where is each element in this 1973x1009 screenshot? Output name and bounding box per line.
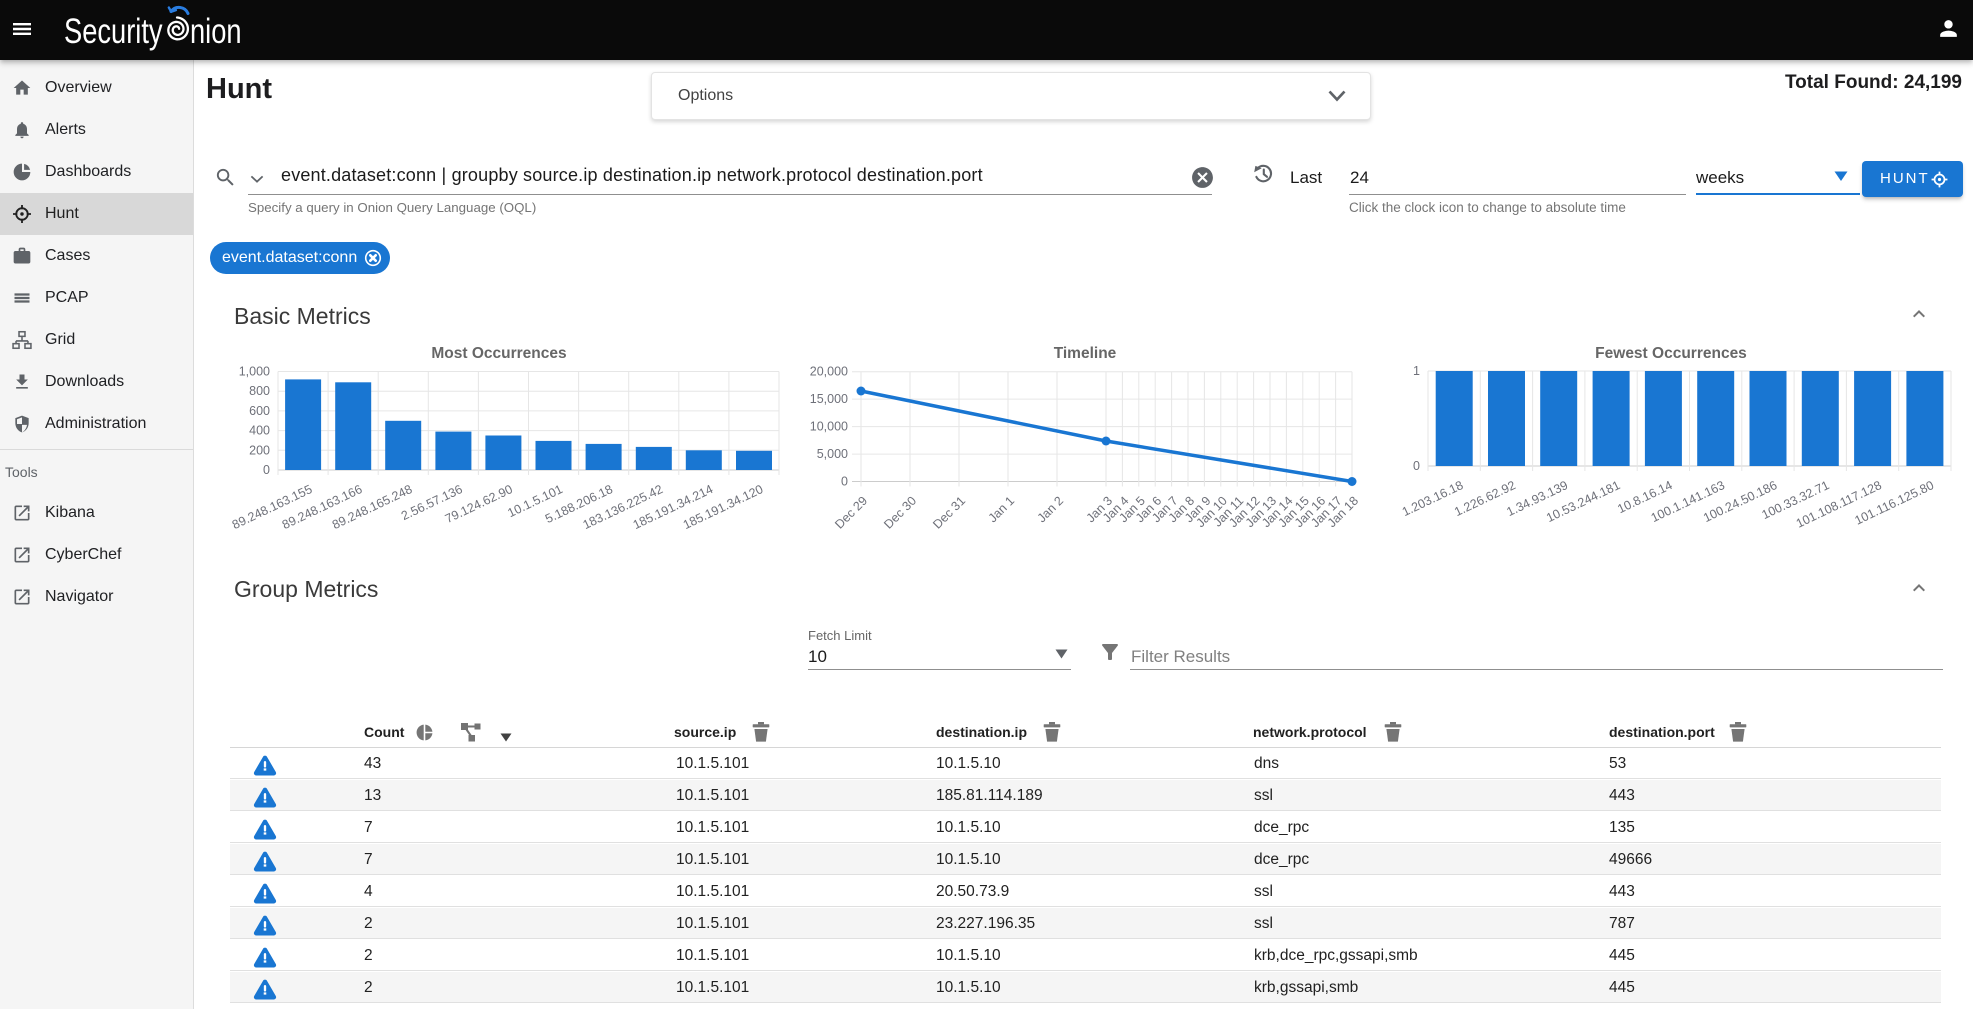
svg-text:Timeline: Timeline [1054, 345, 1117, 362]
svg-text:15,000: 15,000 [810, 392, 848, 406]
svg-text:200: 200 [249, 443, 270, 457]
svg-text:1,000: 1,000 [239, 365, 270, 379]
svg-text:600: 600 [249, 404, 270, 418]
svg-text:Jan 1: Jan 1 [986, 494, 1018, 526]
svg-text:0: 0 [1413, 459, 1420, 473]
svg-text:1: 1 [1413, 364, 1420, 378]
svg-text:nion: nion [190, 12, 242, 51]
svg-text:Dec 31: Dec 31 [930, 494, 968, 532]
svg-text:5,000: 5,000 [817, 447, 848, 461]
svg-text:89.248.163.155: 89.248.163.155 [230, 482, 314, 532]
svg-text:400: 400 [249, 424, 270, 438]
svg-text:Dec 29: Dec 29 [832, 494, 870, 532]
svg-text:Most Occurrences: Most Occurrences [431, 345, 566, 362]
svg-text:10,000: 10,000 [810, 420, 848, 434]
svg-text:Fewest Occurrences: Fewest Occurrences [1595, 345, 1747, 362]
svg-text:0: 0 [263, 463, 270, 477]
svg-text:Security: Security [64, 12, 163, 51]
svg-text:0: 0 [841, 475, 848, 489]
svg-text:Dec 30: Dec 30 [881, 494, 919, 532]
svg-text:20,000: 20,000 [810, 365, 848, 379]
svg-text:Jan 2: Jan 2 [1035, 494, 1067, 526]
svg-text:800: 800 [249, 384, 270, 398]
